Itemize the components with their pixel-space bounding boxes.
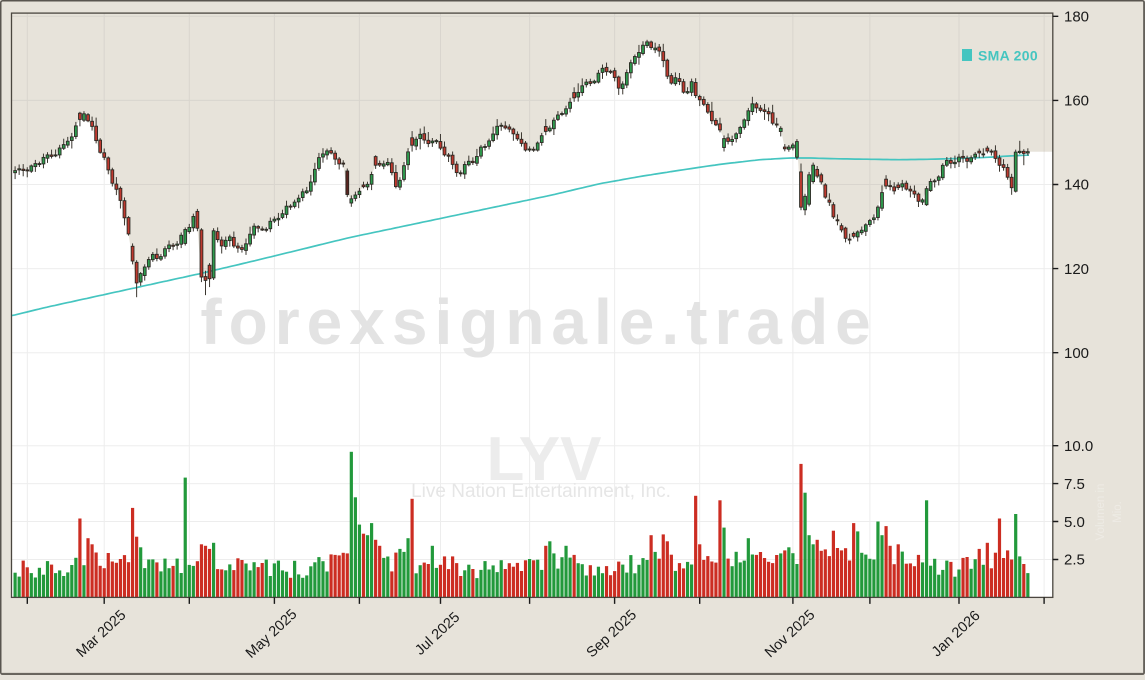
svg-text:120: 120 <box>1064 261 1089 278</box>
svg-text:Volumen in: Volumen in <box>1095 484 1107 541</box>
svg-text:180: 180 <box>1064 9 1089 26</box>
svg-text:Live Nation Entertainment, Inc: Live Nation Entertainment, Inc. <box>411 481 671 502</box>
svg-text:100: 100 <box>1064 345 1089 362</box>
svg-text:140: 140 <box>1064 177 1089 194</box>
svg-text:7.5: 7.5 <box>1064 476 1085 493</box>
svg-text:2.5: 2.5 <box>1064 552 1085 569</box>
svg-text:SMA 200: SMA 200 <box>978 48 1038 64</box>
svg-text:10.0: 10.0 <box>1064 438 1093 455</box>
svg-text:LYV: LYV <box>487 425 602 494</box>
svg-text:Mio.: Mio. <box>1112 501 1124 523</box>
svg-text:160: 160 <box>1064 93 1089 110</box>
svg-text:forexsignale.trade: forexsignale.trade <box>200 286 877 358</box>
svg-text:5.0: 5.0 <box>1064 514 1085 531</box>
